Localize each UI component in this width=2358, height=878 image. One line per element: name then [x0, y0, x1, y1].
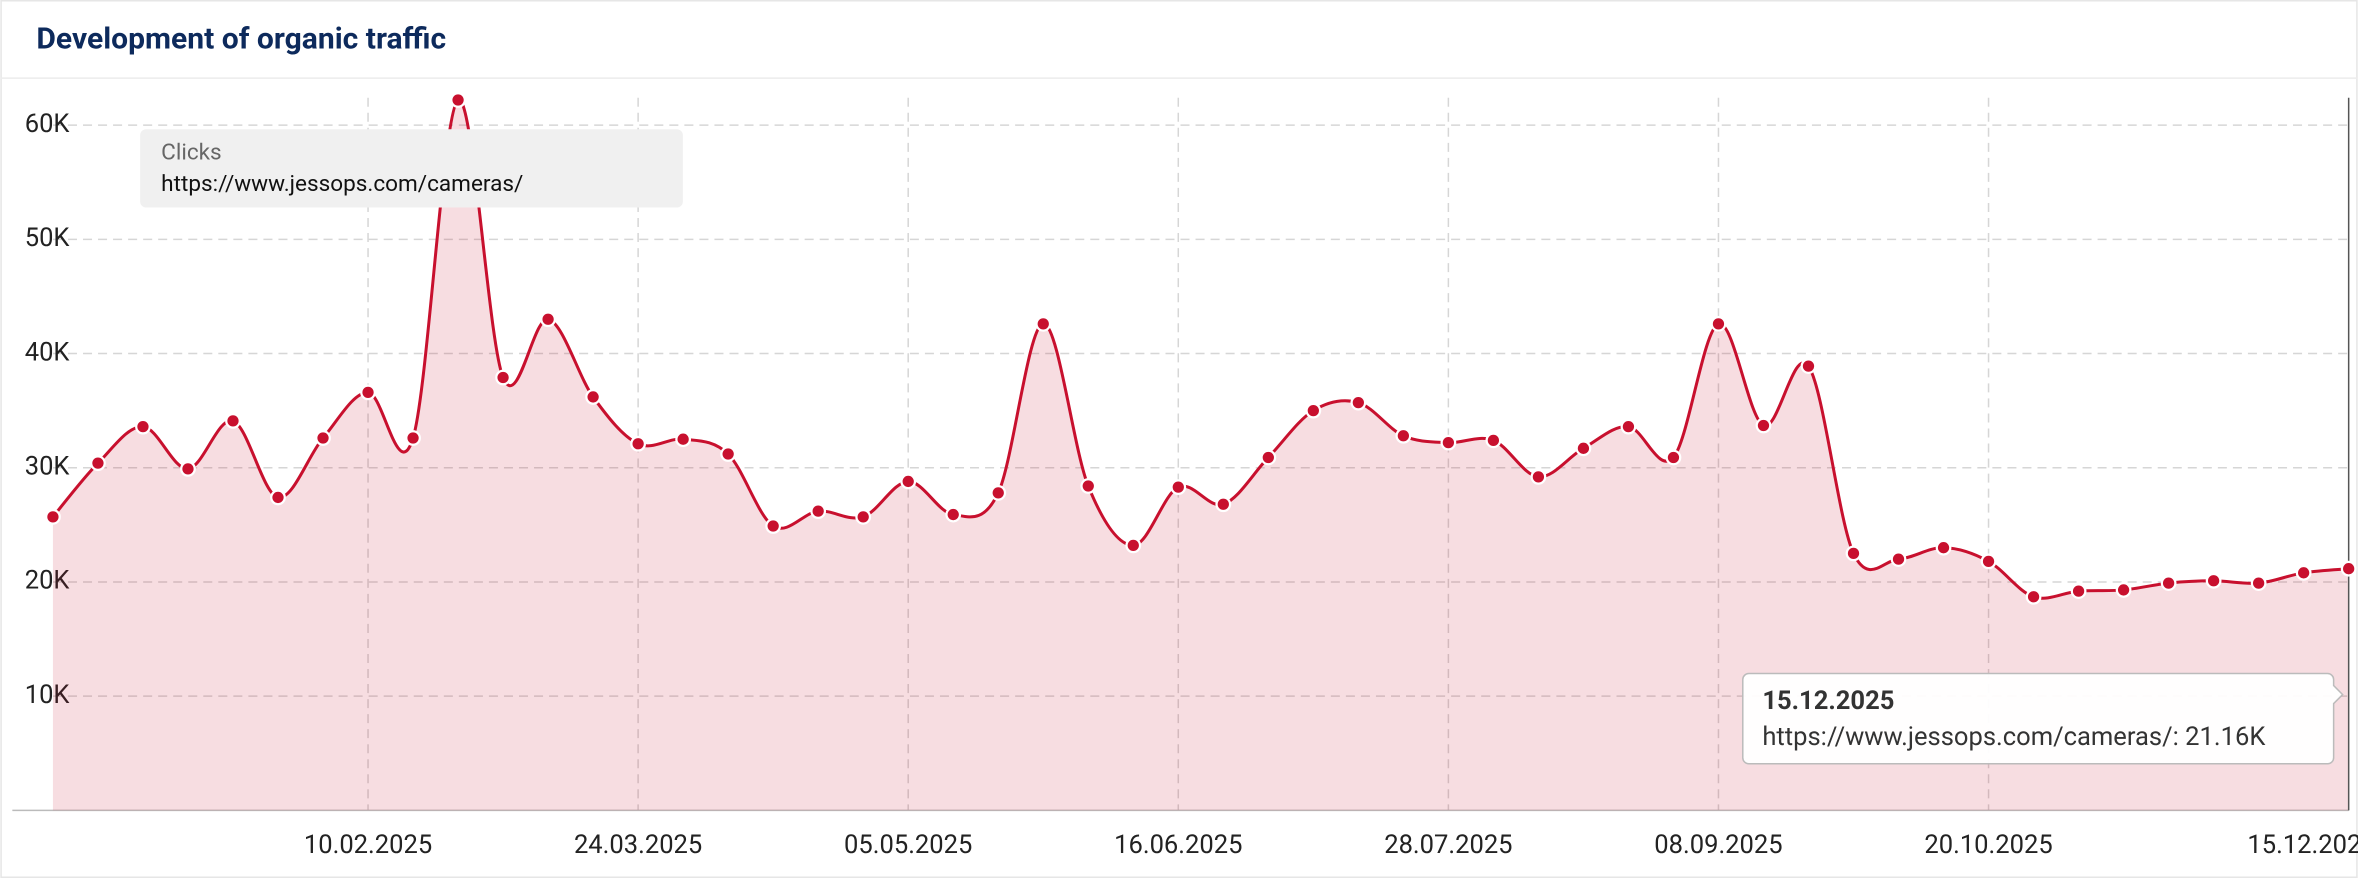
- y-tick-label: 50K: [25, 223, 71, 253]
- point: [1350, 394, 1367, 411]
- point: [2250, 575, 2267, 591]
- point: [360, 384, 376, 401]
- point: [720, 446, 737, 462]
- point: [2070, 583, 2087, 599]
- point: [2295, 564, 2312, 581]
- point: [900, 473, 917, 490]
- plot: [45, 92, 2357, 811]
- overlay: Clicks https://www.jessops.com/cameras/ …: [140, 129, 2344, 765]
- point: [225, 413, 241, 429]
- point: [1665, 449, 1682, 466]
- point: [495, 369, 511, 386]
- y-tick-label: 60K: [25, 109, 71, 139]
- point: [315, 430, 331, 446]
- point: [2340, 560, 2357, 577]
- x-tick-label: 24.03.2025: [574, 830, 702, 860]
- point: [1620, 418, 1637, 435]
- point: [1980, 553, 1997, 570]
- point: [1800, 358, 1817, 374]
- point: [1575, 440, 1592, 457]
- x-tick-label: 08.09.2025: [1654, 830, 1782, 860]
- point: [630, 435, 647, 452]
- point: [2160, 575, 2177, 591]
- x-tick-label: 16.06.2025: [1114, 830, 1242, 860]
- point: [855, 508, 872, 525]
- x-tick-label: 10.02.2025: [304, 830, 432, 860]
- point: [1755, 417, 1772, 434]
- point: [45, 508, 61, 525]
- legend-entry: https://www.jessops.com/cameras/: [161, 170, 523, 197]
- point: [540, 311, 556, 328]
- point: [675, 431, 692, 448]
- legend-title: Clicks: [161, 138, 222, 165]
- point: [1890, 551, 1907, 567]
- point: [1080, 478, 1097, 494]
- point: [1170, 479, 1187, 496]
- point: [1035, 315, 1052, 332]
- point: [1440, 434, 1457, 451]
- point: [810, 503, 827, 520]
- point: [1215, 496, 1232, 513]
- point: [1125, 537, 1142, 554]
- y-tick-label: 30K: [25, 451, 71, 481]
- point: [1395, 427, 1412, 444]
- point: [945, 506, 962, 523]
- y-tick-label: 10K: [25, 680, 71, 710]
- grid: 10K 20K 30K 40K 50K 60K 10.02.2025 24.03.2025 05…: [12, 97, 2358, 860]
- point: [2025, 588, 2042, 605]
- point: [2205, 572, 2222, 589]
- legend-box: [140, 129, 683, 208]
- y-tick-label: 40K: [25, 337, 71, 367]
- point: [765, 518, 782, 534]
- x-tick-label: 15.12.2025: [2247, 830, 2358, 860]
- point: [1260, 449, 1277, 466]
- x-tick-label: 28.07.2025: [1384, 830, 1512, 860]
- x-tick-label: 05.05.2025: [844, 830, 972, 860]
- x-tick-label: 20.10.2025: [1924, 830, 2052, 860]
- point: [180, 460, 196, 477]
- point: [450, 92, 466, 108]
- point: [990, 484, 1007, 501]
- point: [1845, 545, 1862, 562]
- tooltip-text: https://www.jessops.com/cameras/: 21.16K: [1762, 722, 2266, 752]
- point: [1935, 539, 1952, 556]
- tooltip-date: 15.12.2025: [1762, 686, 1894, 716]
- tooltip-box: [1742, 672, 2344, 765]
- point: [585, 389, 601, 405]
- point: [405, 430, 421, 446]
- y-tick-label: 20K: [25, 566, 71, 596]
- chart-title: Development of organic traffic: [36, 22, 446, 57]
- point: [135, 418, 151, 435]
- area: [52, 99, 2349, 811]
- point: [270, 489, 286, 506]
- point: [1710, 315, 1727, 332]
- point: [90, 455, 106, 472]
- point: [1485, 432, 1502, 449]
- point: [2115, 582, 2132, 598]
- point: [1305, 402, 1322, 419]
- point: [1530, 468, 1547, 485]
